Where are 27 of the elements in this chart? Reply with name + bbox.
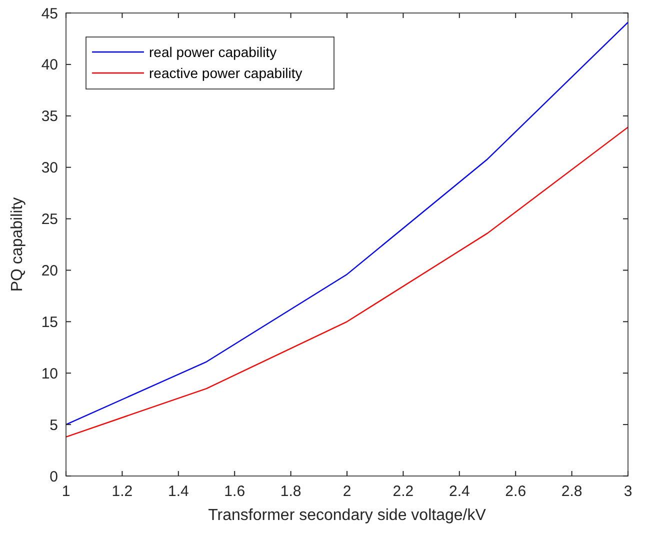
y-tick-label: 0: [50, 468, 58, 486]
y-tick-label: 25: [41, 211, 58, 228]
y-tick-label: 30: [41, 160, 58, 177]
line-series: [65, 22, 629, 426]
y-tick-label: 45: [41, 5, 58, 22]
y-tick-label: 5: [50, 416, 58, 434]
legend-label: real power capability: [149, 44, 277, 60]
x-tick-label: 1.4: [168, 483, 189, 500]
y-tick-label: 20: [41, 262, 58, 280]
x-tick-label: 2.8: [561, 483, 582, 500]
y-tick-label: 35: [41, 108, 58, 126]
y-tick-label: 10: [41, 365, 58, 382]
x-tick-label: 2.2: [392, 483, 414, 500]
x-tick-label: 1: [62, 483, 70, 500]
x-tick-label: 1.6: [224, 483, 246, 500]
y-axis-title: PQ capability: [9, 197, 26, 292]
line-series: [65, 126, 629, 438]
x-tick-label: 1.2: [112, 483, 133, 500]
x-tick-label: 1.8: [280, 483, 302, 500]
y-tick-label: 40: [41, 56, 58, 74]
x-tick-label: 2.4: [448, 483, 470, 500]
legend-label: reactive power capability: [149, 64, 302, 81]
x-tick-label: 3: [624, 483, 632, 500]
x-axis-title: Transformer secondary side voltage/kV: [208, 507, 486, 524]
y-tick-label: 15: [41, 314, 58, 331]
x-tick-label: 2: [342, 483, 352, 500]
x-tick-label: 2.6: [505, 483, 526, 500]
